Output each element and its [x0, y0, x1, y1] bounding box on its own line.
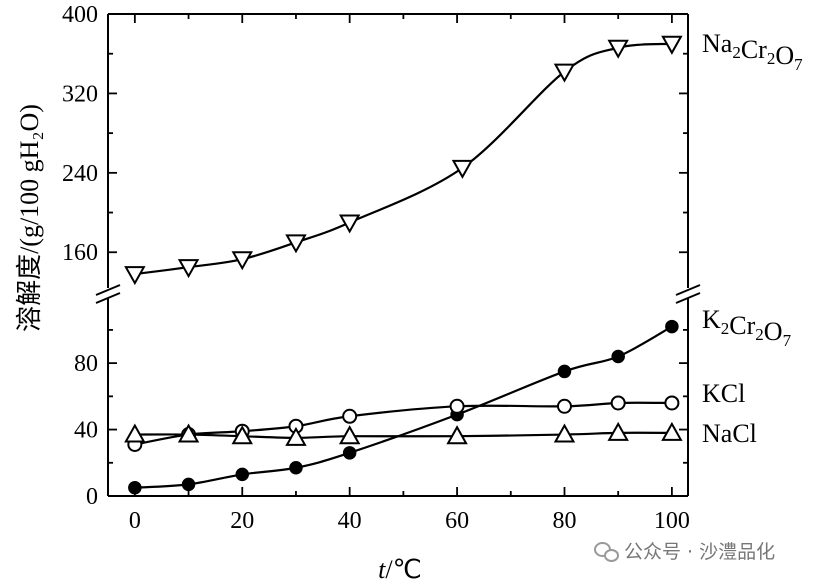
series-label-na2cr2o7: Na2Cr2O7: [702, 29, 803, 74]
data-point-kcl: [610, 395, 626, 411]
watermark-text: 公众号 · 沙澧品化: [624, 541, 776, 563]
data-point-kcl: [664, 395, 680, 411]
data-point-nacl: [661, 421, 683, 441]
data-point-nacl: [338, 425, 361, 445]
data-point-kcl: [556, 398, 572, 414]
data-point-k2cr2o7: [235, 467, 250, 482]
series-label-nacl: NaCl: [702, 419, 757, 448]
y-axis-break-right-mark-a: [675, 284, 701, 296]
series-label-k2cr2o7: K2Cr2O7: [702, 305, 792, 350]
watermark: 公众号 · 沙澧品化: [594, 537, 775, 564]
series-labels: Na2Cr2O7 K2Cr2O7 KCl NaCl: [702, 29, 803, 448]
y-tick-label: 80: [74, 351, 98, 377]
series-line-nacl: [134, 431, 672, 439]
data-point-na2cr2o7: [553, 63, 576, 83]
data-point-na2cr2o7: [451, 159, 474, 179]
data-point-k2cr2o7: [557, 364, 572, 379]
wechat-icon: [594, 541, 619, 562]
data-point-nacl: [124, 423, 146, 443]
data-point-na2cr2o7: [124, 266, 146, 286]
x-axis-title: t/℃: [378, 555, 422, 584]
y-axis-break-left-mark-b: [95, 292, 121, 304]
axis-ticks: [108, 13, 688, 497]
data-point-k2cr2o7: [665, 319, 679, 334]
series-line-k2cr2o7: [134, 325, 673, 489]
x-tick-label: 100: [654, 508, 690, 534]
series-label-kcl: KCl: [702, 379, 745, 408]
x-tick-label: 20: [230, 508, 254, 534]
x-tick-label: 60: [445, 508, 469, 534]
data-point-na2cr2o7: [285, 234, 307, 254]
data-point-k2cr2o7: [611, 349, 625, 364]
y-axis-break-left-mark-a: [95, 284, 121, 296]
axis-break: [95, 284, 701, 304]
plot-frame: [107, 13, 689, 497]
y-tick-label: 40: [74, 418, 98, 444]
data-point-k2cr2o7: [289, 461, 303, 475]
data-point-na2cr2o7: [607, 39, 629, 59]
data-point-na2cr2o7: [231, 251, 253, 271]
data-point-nacl: [231, 425, 253, 445]
x-tick-label: 0: [129, 508, 141, 534]
data-point-k2cr2o7: [128, 480, 142, 495]
data-point-kcl: [449, 398, 465, 414]
y-tick-label: 0: [86, 484, 98, 510]
data-point-na2cr2o7: [661, 35, 683, 55]
data-point-nacl: [607, 421, 629, 441]
x-axis-variable: t: [378, 555, 386, 584]
data-point-nacl: [446, 425, 468, 445]
x-tick-label: 80: [552, 508, 576, 534]
data-point-k2cr2o7: [181, 477, 196, 492]
data-point-kcl: [342, 408, 358, 424]
x-tick-label: 40: [338, 508, 362, 534]
data-point-nacl: [285, 426, 307, 446]
tick-labels: 0 20 40 60 80 100 0 40 80 160 240 320 400: [62, 2, 690, 534]
data-point-nacl: [177, 423, 200, 443]
data-point-na2cr2o7: [338, 214, 361, 234]
data-point-k2cr2o7: [342, 446, 357, 460]
data-point-na2cr2o7: [177, 259, 200, 279]
y-tick-label: 240: [62, 161, 98, 187]
x-axis-unit: /℃: [385, 555, 421, 584]
y-tick-label: 400: [62, 2, 98, 28]
series-line-kcl: [134, 401, 672, 446]
y-tick-label: 160: [62, 240, 98, 266]
y-axis-break-right-mark-b: [675, 292, 701, 304]
series-line-na2cr2o7: [134, 42, 672, 276]
data-point-nacl: [553, 423, 576, 443]
series-group: [124, 35, 683, 495]
y-tick-label: 320: [62, 81, 98, 107]
y-axis-title: 溶解度/(g/100 gH₂O): [15, 104, 44, 332]
